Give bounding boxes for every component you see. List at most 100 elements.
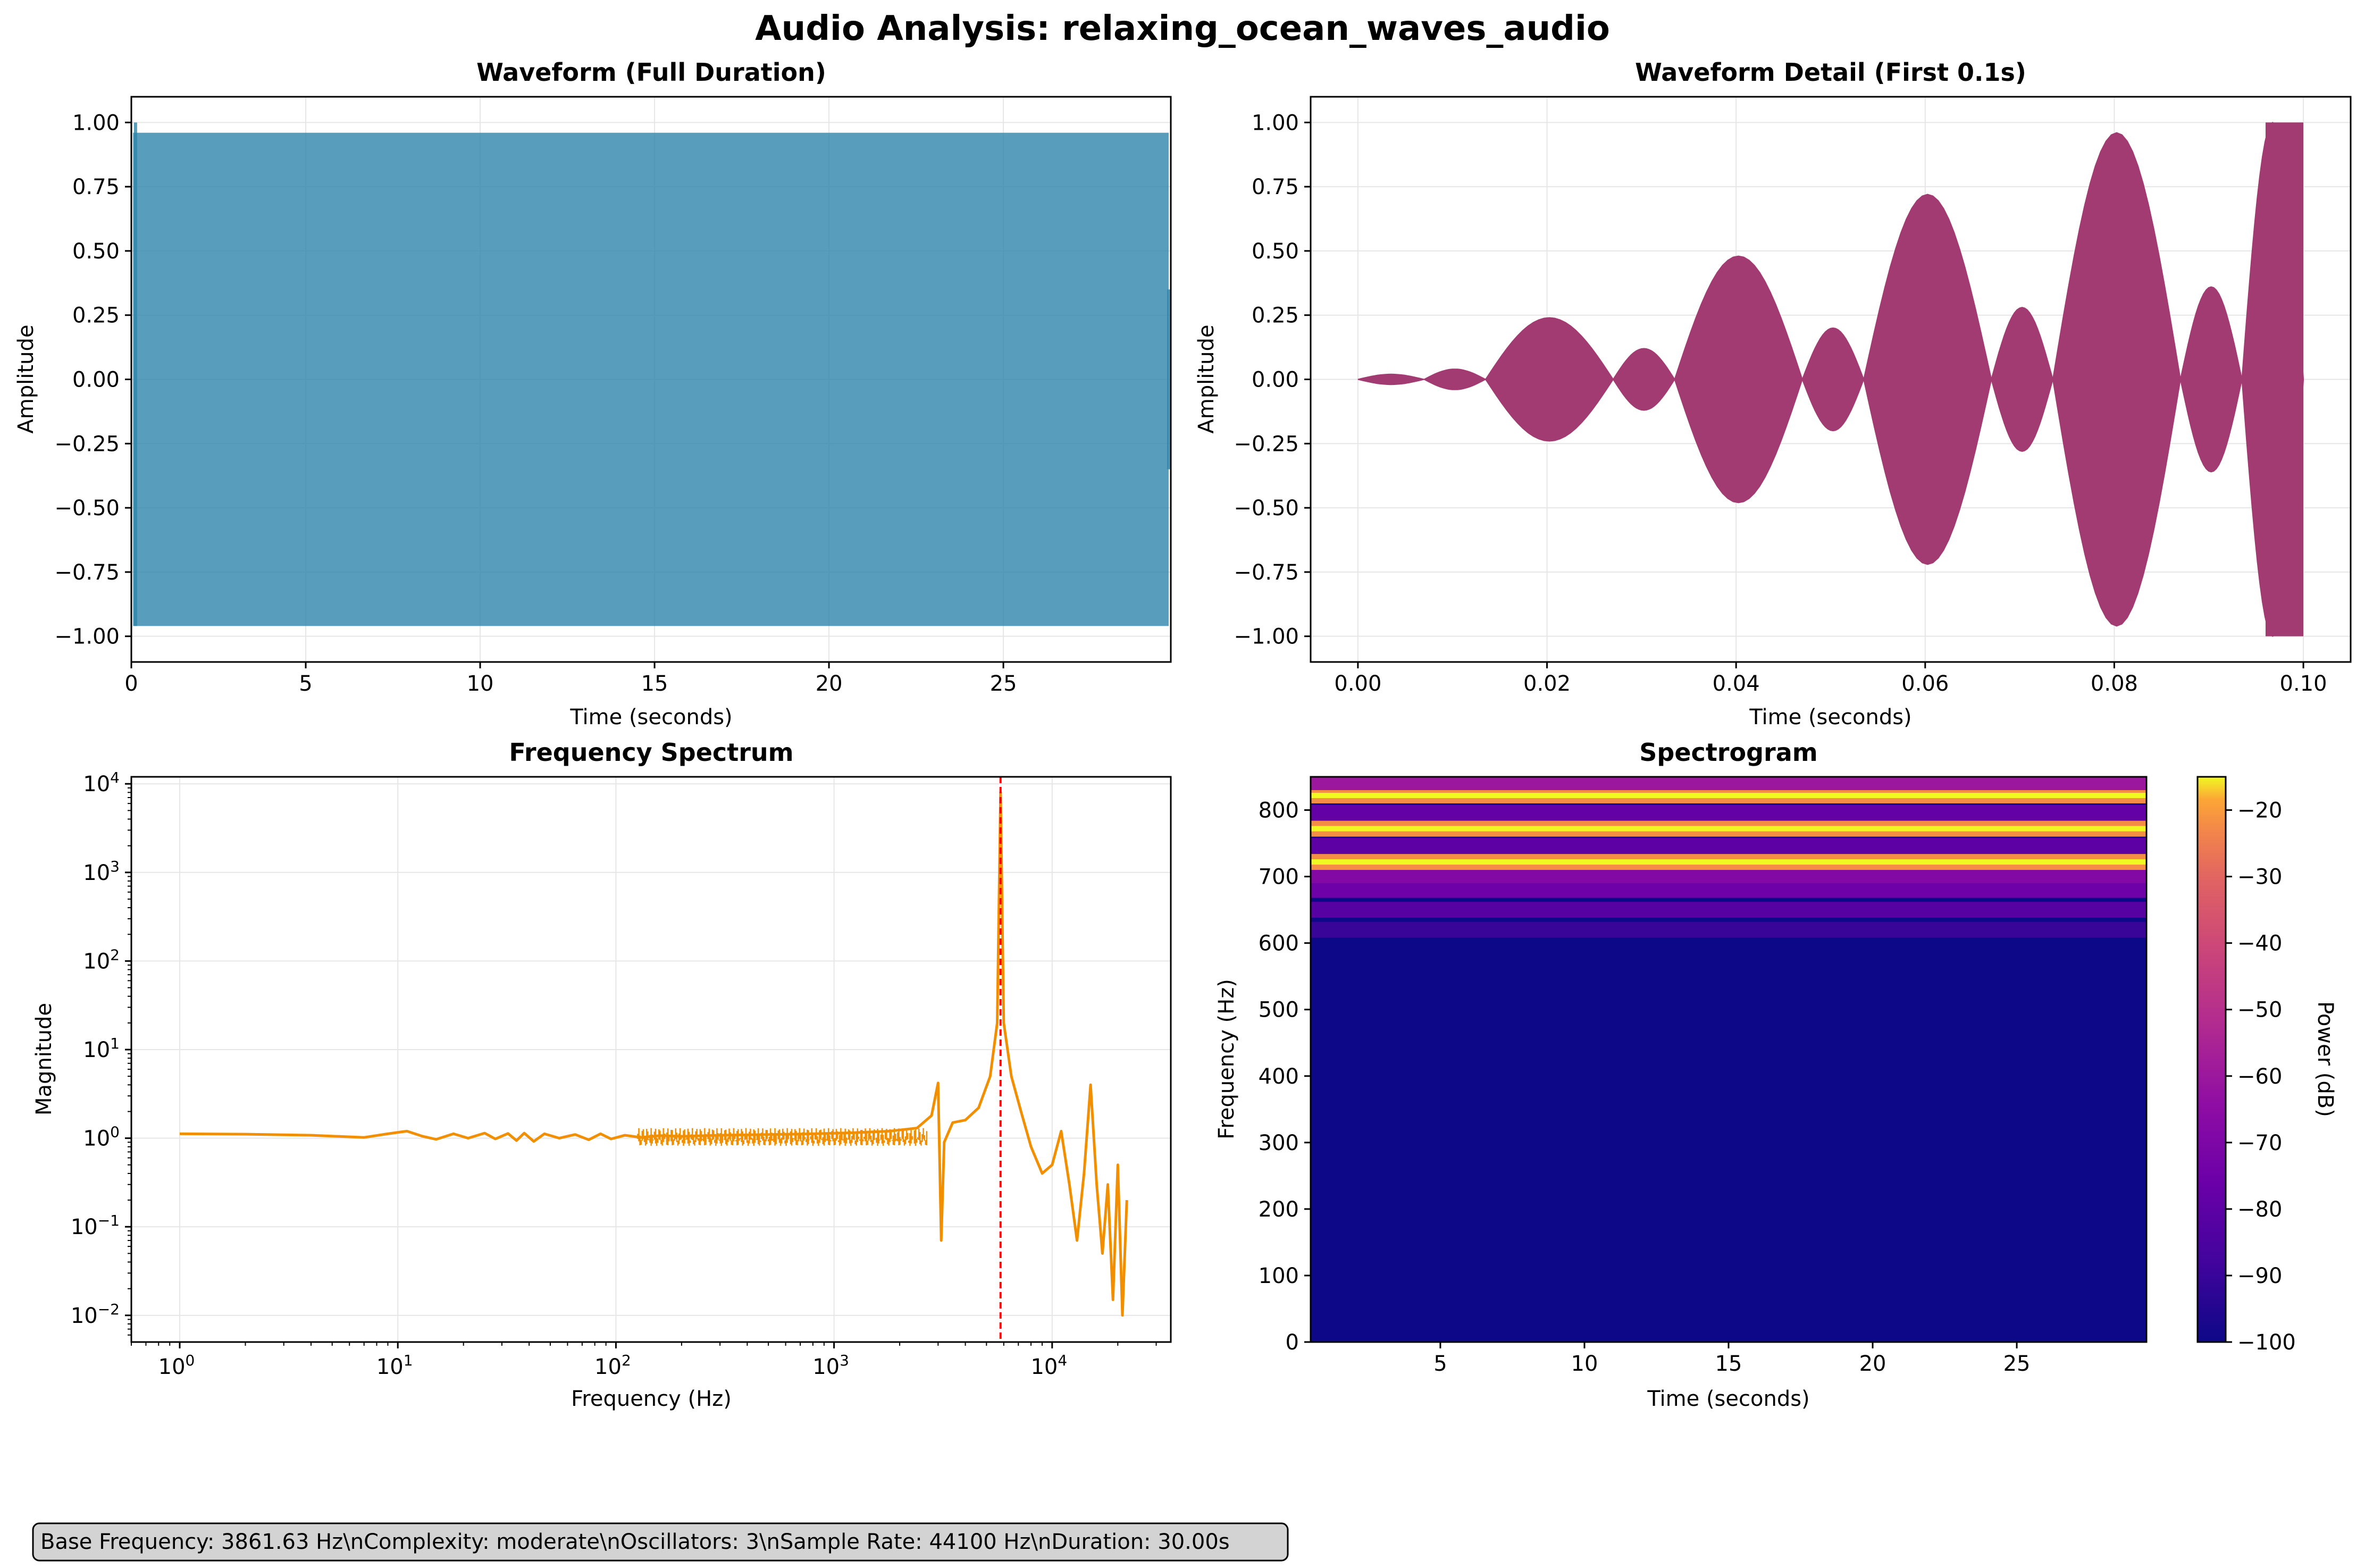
- spectrogram-band: [1311, 838, 2146, 854]
- x-tick-label: 5: [299, 672, 312, 696]
- spectrogram-band: [1311, 902, 2146, 918]
- spectrogram-band-peak: [1311, 859, 2146, 865]
- colorbar-tick-label: −40: [2237, 932, 2282, 956]
- x-tick-label: 0.06: [1901, 672, 1949, 696]
- colorbar-tick-label: −70: [2237, 1131, 2282, 1155]
- colorbar-tick-label: −50: [2237, 998, 2282, 1022]
- waveform-detail-title: Waveform Detail (First 0.1s): [1635, 58, 2026, 87]
- waveform-full-plot: [133, 122, 1171, 626]
- y-tick-label: 10−2: [71, 1301, 120, 1328]
- waveform-envelope: [133, 132, 1169, 626]
- y-tick-label: 100: [83, 1123, 120, 1151]
- waveform-detail-lobe: [1423, 368, 1487, 390]
- spectrogram-panel: Spectrogram 5 10 15 20 25 0 100 200 300 400 500 600…: [1214, 738, 2337, 1411]
- x-tick-label: 25: [990, 672, 1017, 696]
- x-tick-label: 15: [1715, 1352, 1742, 1376]
- colorbar-tick-label: −20: [2237, 799, 2282, 823]
- waveform-detail-plot: [1357, 121, 2304, 638]
- y-tick-label: −0.50: [54, 496, 120, 521]
- y-tick-label: 104: [83, 769, 120, 796]
- x-tick-label: 0: [124, 672, 138, 696]
- spectrogram-band-peak: [1311, 826, 2146, 832]
- y-tick-label: 0.75: [1252, 175, 1299, 199]
- x-tick-label: 0.00: [1334, 672, 1381, 696]
- waveform-detail-ylabel: Amplitude: [1194, 325, 1219, 434]
- spectrogram-band: [1311, 777, 2146, 791]
- y-tick-label: 0.50: [72, 239, 120, 264]
- spectrum-xlabel: Frequency (Hz): [571, 1387, 732, 1411]
- y-tick-label: 100: [1259, 1264, 1299, 1288]
- x-tick-label: 5: [1433, 1352, 1447, 1376]
- spectrum-frame: [130, 776, 1172, 1343]
- spectrum-ylabel: Magnitude: [32, 1003, 56, 1116]
- spectrum-line: [179, 791, 1128, 1317]
- colorbar-tick-label: −30: [2237, 865, 2282, 890]
- y-tick-label: −1.00: [54, 625, 120, 649]
- waveform-detail-lobe: [1801, 327, 1865, 432]
- y-tick-label: 0.75: [72, 175, 120, 199]
- spectrogram-band: [1311, 882, 2146, 898]
- y-tick-label: 1.00: [72, 111, 120, 135]
- spectrum-title: Frequency Spectrum: [509, 738, 793, 767]
- waveform-detail-lobe: [1863, 194, 1992, 565]
- y-tick-label: 0.00: [1252, 368, 1299, 392]
- info-box-text: Base Frequency: 3861.63 Hz\nComplexity: …: [40, 1530, 1230, 1554]
- spectrogram-band-peak: [1311, 793, 2146, 799]
- y-tick-label: 0.00: [72, 368, 120, 392]
- waveform-full-title: Waveform (Full Duration): [476, 58, 826, 87]
- y-tick-label: 0.25: [72, 304, 120, 328]
- waveform-detail-clip-block: [2265, 122, 2304, 636]
- figure-title: Audio Analysis: relaxing_ocean_waves_aud…: [755, 9, 1610, 48]
- spectrum-plot: [179, 777, 1128, 1342]
- y-tick-label: 400: [1259, 1064, 1299, 1089]
- info-box: [32, 1522, 1289, 1562]
- waveform-detail-lobe: [1612, 348, 1675, 411]
- x-tick-label: 0.04: [1713, 672, 1760, 696]
- x-tick-label: 15: [641, 672, 668, 696]
- spectrogram-ylabel: Frequency (Hz): [1214, 979, 1239, 1139]
- waveform-detail-xlabel: Time (seconds): [1749, 705, 1911, 730]
- waveform-full-ylabel: Amplitude: [14, 325, 38, 434]
- y-tick-label: 0.25: [1252, 304, 1299, 328]
- x-tick-label: 102: [594, 1352, 631, 1379]
- y-tick-label: −1.00: [1234, 625, 1299, 649]
- colorbar-label: Power (dB): [2313, 1001, 2337, 1117]
- y-tick-label: 200: [1259, 1197, 1299, 1222]
- y-tick-label: −0.50: [1234, 496, 1299, 521]
- spectrum-ticks: 100 101 102 103 104 10−2 10−1 100 101 102 103 104: [71, 769, 1157, 1379]
- spectrum-panel: Frequency Spectrum 100 101 102 103 104 10−2 10…: [32, 738, 1172, 1411]
- colorbar-tick-label: −100: [2237, 1330, 2296, 1355]
- y-tick-label: 300: [1259, 1131, 1299, 1155]
- y-tick-label: −0.25: [1234, 432, 1299, 456]
- y-tick-label: 101: [83, 1035, 120, 1062]
- x-tick-label: 10: [1571, 1352, 1598, 1376]
- spectrum-grid: [131, 777, 1171, 1342]
- spectrogram-ticks: 5 10 15 20 25 0 100 200 300 400 500 600 700 800: [1259, 799, 2031, 1376]
- waveform-detail-lobe: [1991, 307, 2053, 452]
- waveform-detail-lobe: [1485, 317, 1614, 442]
- y-tick-label: 800: [1259, 799, 1299, 823]
- waveform-detail-panel: Waveform Detail (First 0.1s) 0.00 0.02 0.0…: [1194, 58, 2352, 730]
- waveform-detail-ticks: 0.00 0.02 0.04 0.06 0.08 0.10 1.00 0.75 0.50 0.25…: [1234, 111, 2327, 696]
- x-tick-label: 103: [812, 1352, 849, 1379]
- spectrogram-band: [1311, 804, 2146, 821]
- waveform-detail-lobe: [1674, 255, 1803, 504]
- spectrogram-plot: [1311, 777, 2146, 1342]
- colorbar-tick-label: −90: [2237, 1264, 2282, 1288]
- colorbar-tick-label: −60: [2237, 1064, 2282, 1089]
- y-tick-label: −0.25: [54, 432, 120, 456]
- y-tick-label: 0: [1286, 1330, 1299, 1355]
- waveform-full-panel: Waveform (Full Duration) 0 5 10 15 20 251.000…: [14, 58, 1172, 730]
- waveform-detail-lobe: [1357, 373, 1424, 385]
- x-tick-label: 20: [1859, 1352, 1886, 1376]
- waveform-full-xlabel: Time (seconds): [569, 705, 732, 730]
- y-tick-label: 500: [1259, 998, 1299, 1022]
- colorbar: [2196, 776, 2227, 1343]
- colorbar-tick-label: −80: [2237, 1197, 2282, 1222]
- x-tick-label: 25: [2003, 1352, 2031, 1376]
- x-tick-label: 101: [376, 1352, 413, 1379]
- y-tick-label: 102: [83, 946, 120, 974]
- y-tick-label: 103: [83, 858, 120, 885]
- y-tick-label: 0.50: [1252, 239, 1299, 264]
